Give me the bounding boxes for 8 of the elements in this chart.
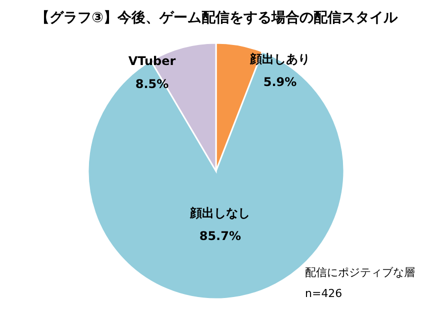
slice-label: 顔出しなし (189, 206, 250, 220)
data-label: 5.9% (263, 74, 297, 89)
text: 配信にポジティブな層 (305, 266, 415, 279)
text: n=426 (305, 287, 342, 300)
chart-title: 【グラフ③】今後、ゲーム配信をする場合の配信スタイル (36, 10, 398, 26)
data-label: 8.5% (135, 76, 169, 91)
slice-label: VTuber (128, 54, 176, 68)
data-label: 85.7% (199, 229, 241, 244)
